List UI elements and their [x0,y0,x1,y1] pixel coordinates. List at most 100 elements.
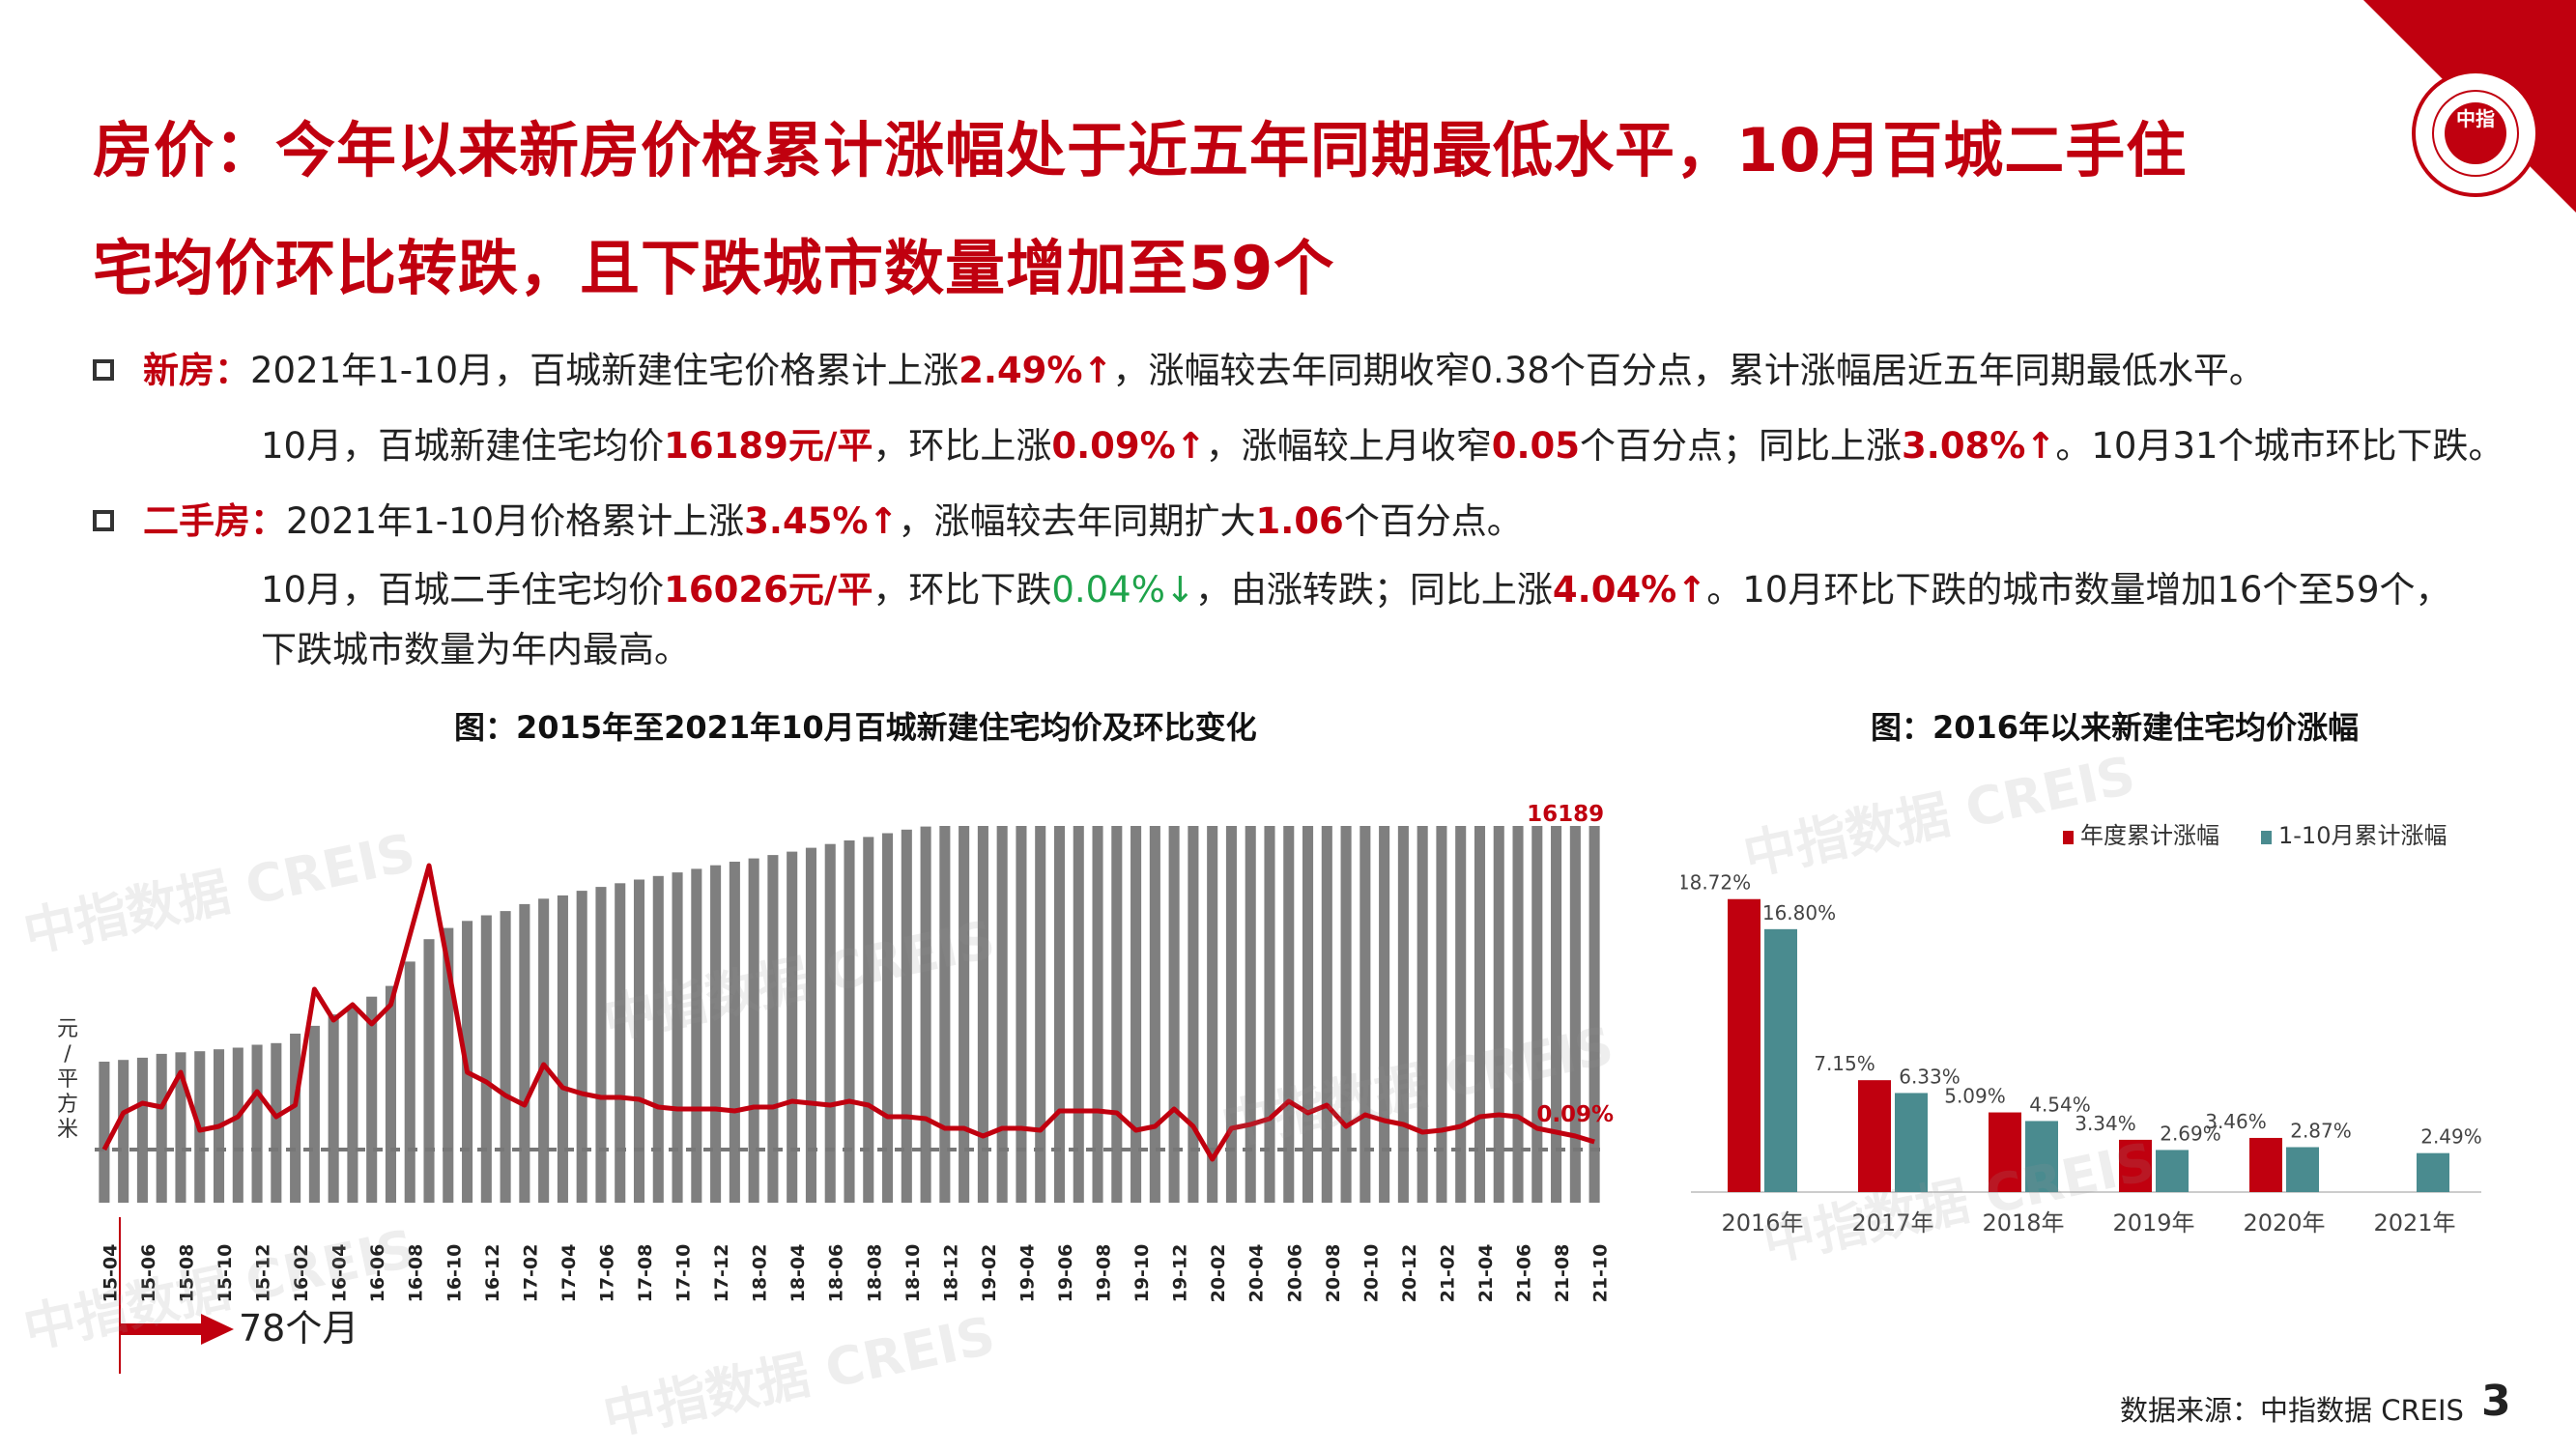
price-bar [290,1034,301,1203]
bar-value-label: 2.49% [2420,1125,2482,1149]
arrow-shaft [120,1323,205,1335]
x-tick-label: 16-04 [329,1244,351,1303]
growth-bar [2119,1139,2152,1192]
x-tick-label: 2020年 [2243,1209,2325,1237]
price-bar [595,887,607,1203]
x-tick-label: 15-06 [138,1244,159,1303]
bar-value-label: 2.69% [2160,1122,2221,1145]
mom-change-line [101,863,1595,1162]
bullet-value: 16189元/平 [664,425,873,467]
price-bar [1225,826,1237,1203]
price-trend-chart: 元/平方米 16189 0.09% 15-04 15-06 15-08 15-10 15-12… [57,802,1614,1374]
arrow-head-icon [201,1314,234,1345]
price-bar [691,868,702,1203]
growth-bar [1989,1112,2021,1192]
x-tick-label: 21-02 [1437,1244,1458,1303]
bullet-second-hand: 二手房：2021年1-10月价格累计上涨3.45%↑，涨幅较去年同期扩大1.06… [93,484,2547,559]
price-bar [652,875,664,1203]
growth-bar [1858,1080,1891,1192]
bar-value-label: 3.34% [2075,1112,2136,1135]
price-bar [576,891,587,1203]
price-bar [500,911,511,1203]
price-bar [824,843,836,1203]
price-bar [347,1007,358,1203]
price-bar [385,985,397,1203]
x-tick-label: 16-08 [406,1244,427,1303]
bullet-second-hand-detail: 10月，百城二手住宅均价16026元/平，环比下跌0.04%↓，由涨转跌；同比上… [93,559,2547,621]
x-tick-label: 18-08 [864,1244,885,1303]
x-tick-label: 20-10 [1360,1244,1382,1303]
annual-growth-chart: 年度累计涨幅 1-10月累计涨幅 18.72% 16.80% 2016年 7.15% 6.3… [1681,822,2482,1237]
y-axis-label: 平 [57,1067,78,1092]
price-bar [729,862,740,1203]
y-axis-label: 米 [57,1118,78,1142]
bullet-second-hand-detail-2: 下跌城市数量为年内最高。 [93,621,2547,679]
price-bar [1053,826,1066,1203]
price-bar [1531,826,1543,1203]
x-tick-label: 19-06 [1055,1244,1076,1303]
price-bar [882,833,894,1203]
x-tick-label: 2018年 [1982,1209,2064,1237]
x-tick-label: 16-06 [367,1244,388,1303]
bullet-text: 个百分点；同比上涨 [1580,425,1903,467]
legend-swatch [2261,831,2272,844]
price-bar [1512,826,1524,1203]
x-tick-label: 18-06 [826,1244,847,1303]
bullet-text: 下跌城市数量为年内最高。 [261,629,690,670]
bar-value-label: 7.15% [1814,1052,1875,1075]
price-bar [1188,826,1199,1203]
x-tick-label: 19-04 [1016,1244,1038,1303]
bullet-value: 1.06 [1255,500,1344,542]
price-bar [1436,826,1447,1203]
price-bar [118,1060,129,1203]
x-tick-label: 20-12 [1399,1244,1420,1303]
bullet-value: 0.09%↑ [1051,425,1206,467]
price-bar [1397,826,1409,1203]
price-bar [366,996,378,1203]
right-chart-title: 图：2016年以来新建住宅均价涨幅 [1871,709,2360,746]
price-bar [959,826,970,1203]
price-bar [1417,826,1428,1203]
bullet-value: 3.08%↑ [1902,425,2056,467]
growth-bar [2249,1137,2282,1192]
price-bar [271,1042,282,1203]
price-bar [232,1047,243,1203]
logo-ring-icon [2432,90,2519,177]
x-tick-label: 17-02 [520,1244,541,1303]
y-axis-label: 元 [57,1017,78,1041]
price-bar [977,826,988,1203]
price-bar [1474,826,1486,1203]
growth-bar [1895,1093,1928,1192]
price-bar [1340,826,1352,1203]
price-bar [175,1052,186,1203]
x-tick-label: 2019年 [2112,1209,2194,1237]
bar-value-label: 18.72% [1681,871,1751,895]
price-bar [672,872,683,1203]
x-tick-label: 18-10 [902,1244,924,1303]
x-tick-label: 20-04 [1246,1244,1268,1303]
price-bar [251,1044,263,1203]
price-bar [633,879,645,1203]
x-tick-label: 21-08 [1552,1244,1573,1303]
bar-value-label: 4.54% [2029,1093,2091,1116]
price-bar [423,939,435,1203]
bullet-value: 2.49%↑ [959,350,1113,391]
price-bar [1035,826,1046,1203]
price-bar [156,1053,167,1203]
price-bar [1207,826,1218,1203]
price-bar [920,826,931,1203]
bullet-new-house-detail: 10月，百城新建住宅均价16189元/平，环比上涨0.09%↑，涨幅较上月收窄0… [93,409,2547,484]
bullet-square-icon [93,510,114,531]
price-bar [308,1025,320,1203]
bar-end-label: 16189 [1527,802,1604,827]
price-bar [1131,826,1142,1203]
price-bar [557,895,568,1203]
x-tick-label: 16-10 [444,1244,465,1303]
x-tick-label: 2021年 [2373,1209,2455,1237]
price-bar [1493,826,1504,1203]
x-tick-label: 18-12 [940,1244,961,1303]
line-end-label: 0.09% [1536,1102,1614,1127]
x-tick-label: 17-10 [673,1244,695,1303]
x-tick-label: 17-06 [596,1244,617,1303]
x-tick-label: 19-10 [1131,1244,1153,1303]
